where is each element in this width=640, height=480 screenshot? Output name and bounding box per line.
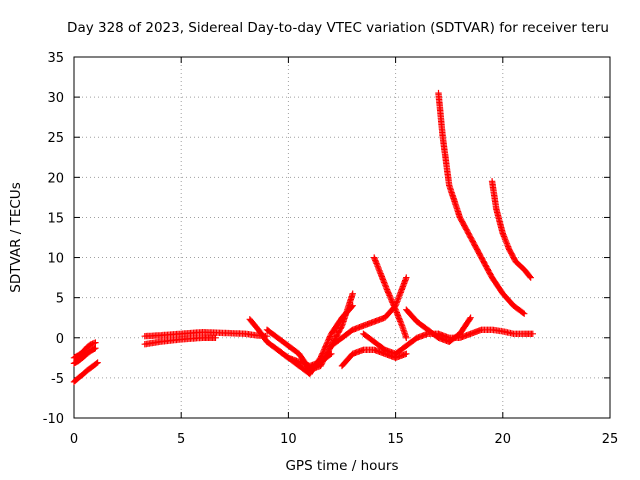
- series-track-k: [338, 346, 410, 370]
- plus-markers: [70, 345, 99, 367]
- x-tick-label: 25: [602, 432, 619, 447]
- y-tick-label: 15: [47, 211, 64, 226]
- y-tick-label: 10: [47, 252, 64, 267]
- plus-markers: [338, 346, 410, 370]
- series-track-d: [141, 329, 271, 340]
- plus-markers: [360, 330, 442, 357]
- series-track-a: [70, 339, 99, 361]
- y-tick-label: -5: [51, 372, 64, 387]
- plus-markers: [141, 334, 219, 348]
- series-track-h: [274, 302, 356, 378]
- y-tick-label: 25: [47, 131, 64, 146]
- data-marks: [70, 89, 536, 386]
- series-track-i: [328, 274, 410, 349]
- x-tick-label: 15: [387, 432, 404, 447]
- series-track-j: [371, 254, 410, 341]
- plus-markers: [371, 254, 410, 341]
- plus-markers: [274, 302, 356, 378]
- plot-frame: [73, 56, 611, 419]
- y-axis-label: SDTVAR / TECUs: [8, 182, 24, 292]
- plus-markers: [488, 178, 534, 281]
- series-track-o: [435, 89, 528, 317]
- plus-markers: [70, 359, 101, 386]
- plus-markers: [328, 274, 410, 349]
- y-tick-label: -10: [43, 412, 64, 427]
- series-track-c: [70, 359, 101, 386]
- y-tick-label: 20: [47, 171, 64, 186]
- series-track-e: [141, 334, 219, 348]
- series-track-b: [70, 345, 99, 367]
- x-tick-label: 5: [177, 432, 185, 447]
- y-tick-label: 35: [47, 51, 64, 66]
- plus-markers: [435, 89, 528, 317]
- x-tick-label: 20: [495, 432, 512, 447]
- x-tick-label: 0: [70, 432, 78, 447]
- y-tick-label: 5: [56, 292, 64, 307]
- plus-markers: [141, 329, 271, 340]
- series-track-g: [263, 290, 356, 374]
- chart-title: Day 328 of 2023, Sidereal Day-to-day VTE…: [67, 20, 609, 36]
- series-track-l: [360, 330, 442, 357]
- plus-markers: [263, 290, 356, 374]
- axis-ticks: 0 5 10 15 20 25 -10 -5 0 5 10 15 20 25 30 35: [43, 51, 619, 447]
- x-tick-label: 10: [280, 432, 297, 447]
- x-axis-label: GPS time / hours: [285, 458, 398, 474]
- y-tick-label: 30: [47, 91, 64, 106]
- series-track-p: [488, 178, 534, 281]
- plus-markers: [70, 339, 99, 361]
- series-track-n: [435, 326, 536, 341]
- plus-markers: [435, 326, 536, 341]
- y-tick-label: 0: [56, 332, 64, 347]
